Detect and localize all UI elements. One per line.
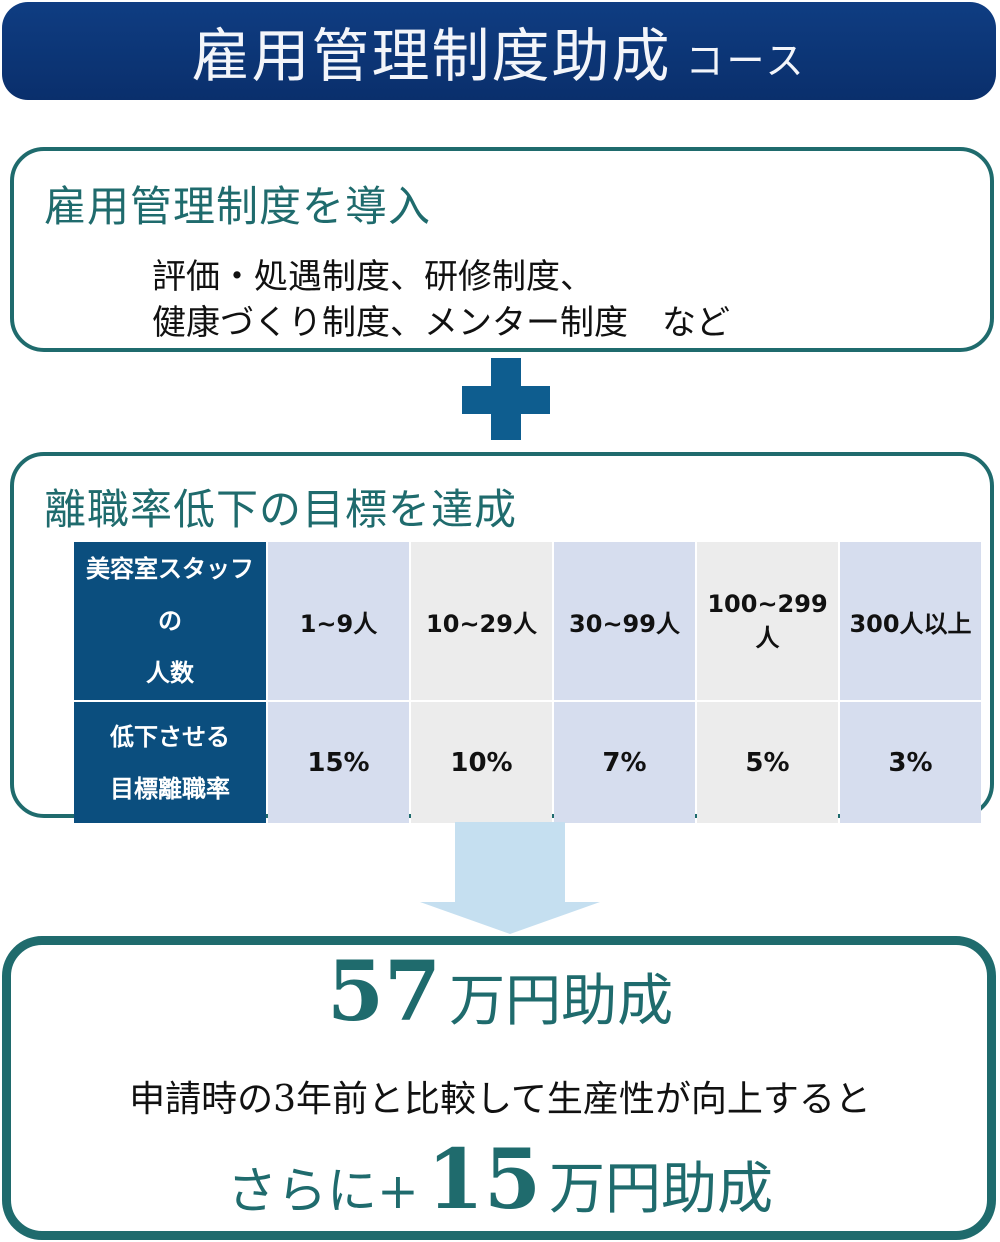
bonus-amount-number: 15 [426, 1132, 542, 1228]
plus-icon-bar [462, 386, 550, 414]
staff-cell: 30~99人 [554, 542, 695, 700]
rate-cell: 10% [411, 702, 552, 823]
rate-cell: 5% [697, 702, 838, 823]
table-row: 美容室スタッフの 人数 1~9人 10~29人 30~99人 100~299人 … [74, 542, 981, 700]
productivity-condition: 申請時の3年前と比較して生産性が向上すると [129, 1079, 871, 1120]
row-header-staff-line2: 人数 [146, 659, 194, 687]
system-introduction-card: 雇用管理制度を導入 評価・処遇制度、研修制度、 健康づくり制度、メンター制度 な… [10, 147, 994, 352]
row-header-rate: 低下させる 目標離職率 [74, 702, 266, 823]
staff-cell: 10~29人 [411, 542, 552, 700]
banner-suffix: コース [685, 38, 807, 83]
bonus-subsidy: さらに+15 万円助成 [0, 1132, 1000, 1228]
staff-cell: 1~9人 [268, 542, 409, 700]
bonus-amount-unit: 万円助成 [549, 1157, 774, 1222]
title-banner: 雇用管理制度助成 コース [2, 2, 996, 100]
bonus-prefix: さらに+ [226, 1162, 419, 1220]
turnover-rate-table: 美容室スタッフの 人数 1~9人 10~29人 30~99人 100~299人 … [72, 540, 983, 825]
staff-cell: 100~299人 [697, 542, 838, 700]
subsidy-amount: 57 万円助成 [0, 944, 1000, 1040]
down-arrow-icon [420, 822, 600, 934]
staff-cell: 300人以上 [840, 542, 981, 700]
subsidy-amount-unit: 万円助成 [449, 969, 674, 1034]
rate-cell: 3% [840, 702, 981, 823]
row-header-staff: 美容室スタッフの 人数 [74, 542, 266, 700]
row-header-rate-line2: 目標離職率 [110, 774, 230, 803]
section1-line1: 評価・処遇制度、研修制度、 [152, 257, 594, 297]
subsidy-result-card [2, 936, 996, 1240]
row-header-staff-line1: 美容室スタッフの [86, 555, 254, 635]
rate-cell: 7% [554, 702, 695, 823]
rate-cell: 15% [268, 702, 409, 823]
banner-title: 雇用管理制度助成 [191, 22, 672, 90]
subsidy-amount-number: 57 [326, 944, 442, 1040]
section1-line2: 健康づくり制度、メンター制度 など [152, 303, 730, 343]
section2-heading: 離職率低下の目標を達成 [44, 485, 518, 534]
table-row: 低下させる 目標離職率 15% 10% 7% 5% 3% [74, 702, 981, 823]
section1-heading: 雇用管理制度を導入 [44, 182, 432, 231]
row-header-rate-line1: 低下させる [110, 722, 230, 751]
